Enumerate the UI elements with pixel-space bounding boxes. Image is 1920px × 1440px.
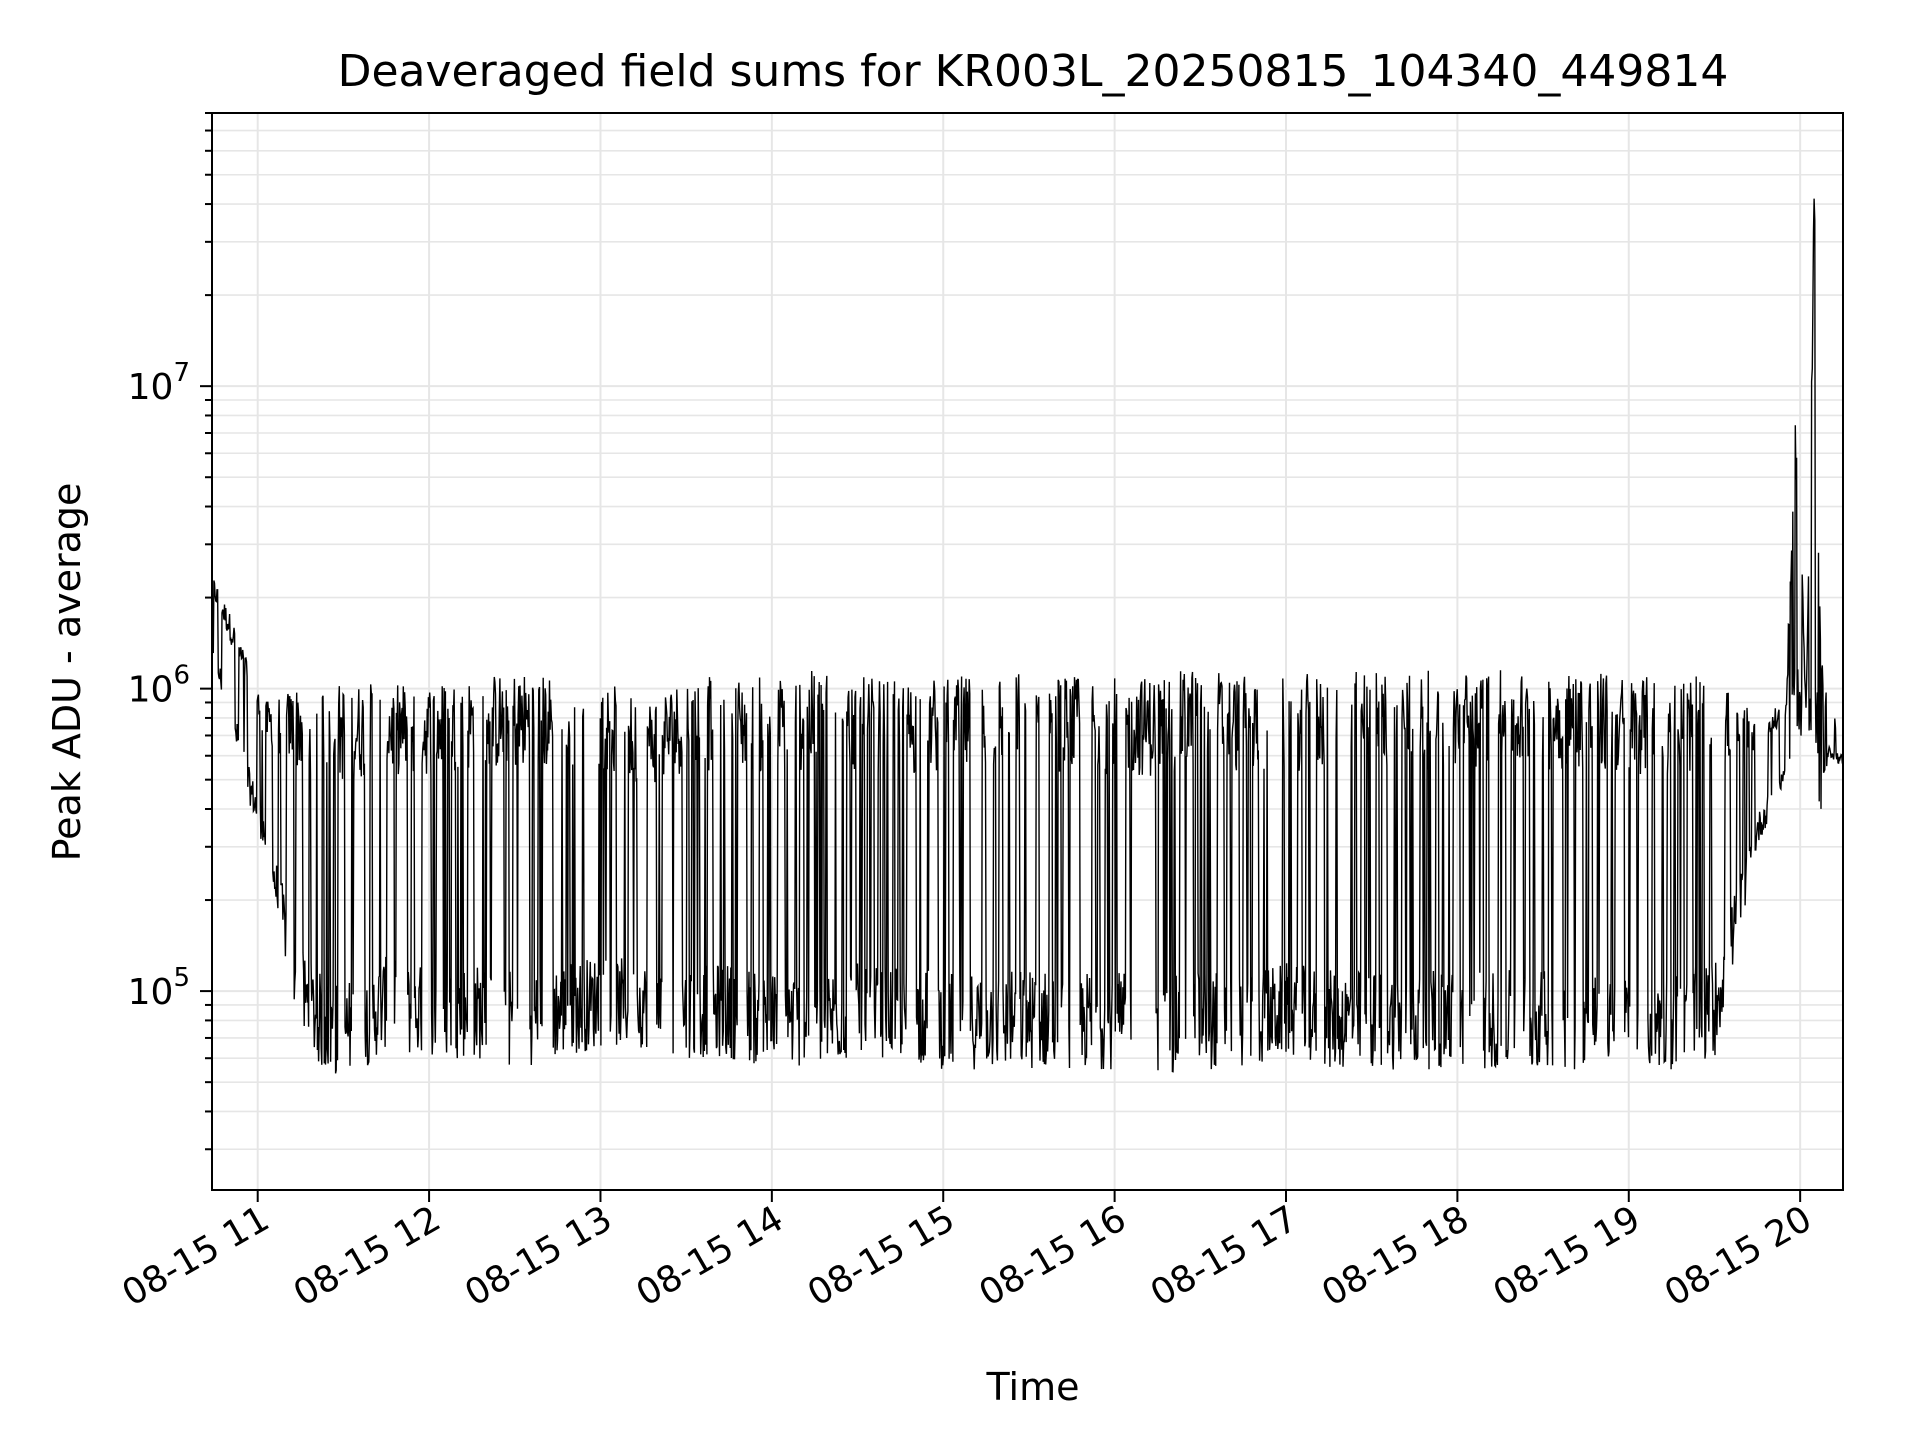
- y-tick-label: 106: [128, 661, 190, 711]
- x-axis-label: Time: [986, 1365, 1080, 1409]
- y-axis-label: Peak ADU - average: [45, 483, 89, 862]
- y-tick-label: 105: [128, 963, 190, 1013]
- series-layer: [211, 198, 1844, 1074]
- y-tick-label: 107: [128, 358, 190, 408]
- plot-frame: [211, 112, 1844, 1191]
- y-axis: 105 106 107: [128, 112, 212, 1151]
- series-line-0: [211, 198, 1844, 1074]
- chart-title: Deaveraged field sums for KR003L_2025081…: [338, 46, 1729, 97]
